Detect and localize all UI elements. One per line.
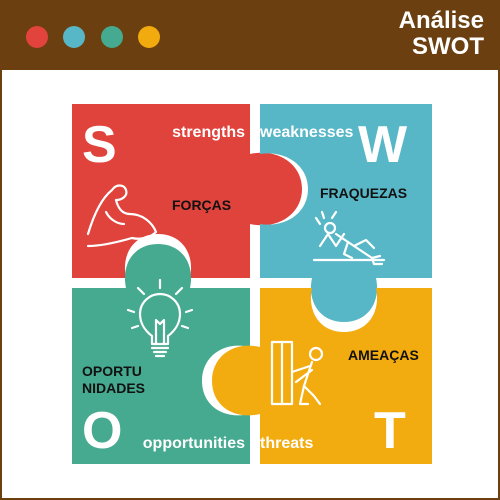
- green-dot: [101, 26, 123, 48]
- opportunities-piece: [72, 244, 250, 464]
- title-line-1: Análise: [398, 7, 484, 34]
- weaknesses-label: weaknesses: [259, 124, 354, 141]
- exhausted-person-icon: [312, 210, 386, 266]
- title-line-2: SWOT: [412, 33, 484, 60]
- opportunities-portuguese-line-1: OPORTU: [82, 363, 142, 379]
- threats-letter: T: [374, 402, 406, 460]
- strengths-piece: [72, 104, 302, 278]
- header-bar: Análise SWOT: [2, 2, 498, 70]
- flexed-arm-icon: [86, 184, 158, 248]
- threats-label: threats: [260, 435, 313, 452]
- red-dot: [26, 26, 48, 48]
- page-title: Análise SWOT: [284, 8, 484, 60]
- yellow-dot: [138, 26, 160, 48]
- weaknesses-letter: W: [358, 116, 408, 174]
- opportunities-label: opportunities: [143, 435, 245, 452]
- threats-piece: [212, 288, 432, 464]
- person-pushing-wall-icon: [270, 340, 324, 406]
- weaknesses-piece: [260, 104, 432, 322]
- threats-portuguese: AMEAÇAS: [348, 347, 419, 363]
- weaknesses-portuguese: FRAQUEZAS: [320, 185, 407, 201]
- light-bulb-icon: [126, 278, 194, 358]
- strengths-label: strengths: [172, 124, 245, 141]
- blue-dot: [63, 26, 85, 48]
- strengths-letter: S: [82, 116, 117, 174]
- strengths-portuguese: FORÇAS: [172, 197, 231, 213]
- opportunities-portuguese-line-2: NIDADES: [82, 380, 145, 396]
- opportunities-letter: O: [82, 402, 122, 460]
